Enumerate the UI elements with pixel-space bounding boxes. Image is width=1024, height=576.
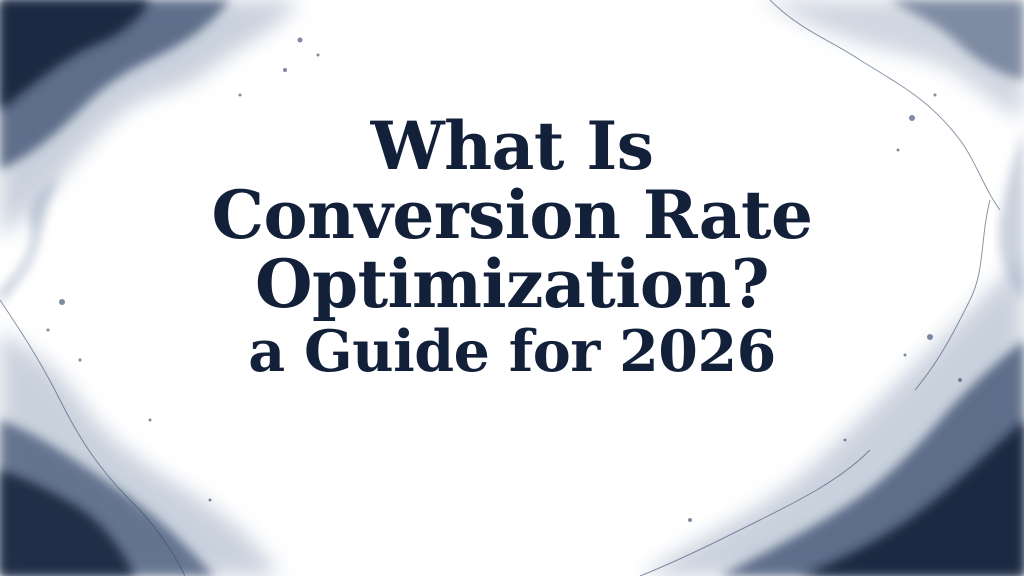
- page-title: What Is Conversion Rate Optimization? a …: [0, 112, 1024, 385]
- top-right-ink-wash: [760, 0, 1024, 300]
- top-left-ink-wash: [0, 0, 300, 305]
- title-line-3: Optimization?: [254, 245, 770, 323]
- ink-speckles: [46, 37, 962, 522]
- ink-veins: [0, 0, 1001, 576]
- bottom-right-ink-wash: [640, 260, 1024, 576]
- title-line-2: Conversion Rate: [211, 176, 813, 254]
- title-line-4: a Guide for 2026: [248, 318, 776, 385]
- title-line-1: What Is: [370, 107, 654, 185]
